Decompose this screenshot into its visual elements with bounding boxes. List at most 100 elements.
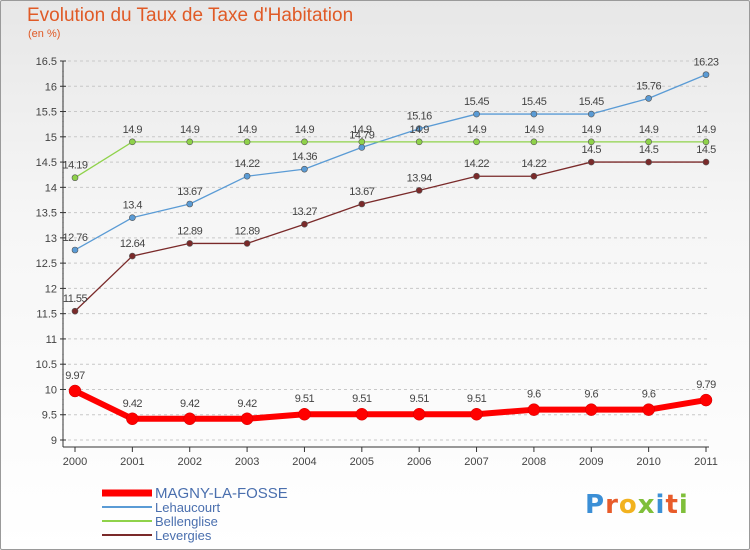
- data-point: [473, 138, 480, 146]
- data-point: [355, 407, 369, 421]
- data-point: [301, 165, 308, 173]
- x-tick-label: 2000: [63, 456, 87, 468]
- data-label: 9.42: [123, 398, 143, 410]
- data-point: [186, 200, 194, 208]
- unit-label: (en %): [28, 28, 61, 40]
- data-label: 14.9: [639, 124, 659, 136]
- data-label: 14.36: [292, 151, 317, 163]
- y-tick-label: 16: [45, 81, 57, 93]
- data-label: 9.79: [696, 379, 716, 391]
- data-label: 9.42: [237, 398, 257, 410]
- data-point: [243, 240, 251, 247]
- series-line-levergies: [74, 161, 706, 312]
- legend-label: Bellenglise: [155, 514, 218, 529]
- data-point: [129, 138, 136, 146]
- data-label: 9.6: [584, 389, 598, 401]
- data-point: [473, 110, 480, 118]
- y-tick-label: 12.5: [36, 258, 57, 270]
- data-point: [587, 158, 595, 166]
- data-label: 9.97: [65, 370, 85, 382]
- series-line-lehaucourt: [74, 74, 707, 251]
- data-point: [68, 384, 82, 398]
- legend-label: Levergies: [155, 528, 212, 543]
- data-point: [243, 172, 251, 180]
- series-line-magny-la-fosse: [73, 388, 707, 422]
- x-tick-label: 2011: [694, 456, 718, 468]
- y-tick-label: 10: [45, 384, 57, 396]
- data-point: [129, 252, 136, 260]
- proxiti-logo: Proxiti: [585, 490, 689, 520]
- data-label: 14.5: [639, 144, 659, 156]
- data-point: [243, 138, 251, 146]
- data-label: 9.6: [642, 389, 656, 401]
- x-tick-label: 2004: [292, 456, 316, 468]
- data-label: 14.9: [352, 124, 372, 136]
- y-tick-label: 10.5: [36, 359, 57, 371]
- data-point: [71, 246, 79, 254]
- series-line-bellenglise: [74, 141, 706, 179]
- data-label: 14.9: [237, 124, 257, 136]
- y-tick-label: 12: [45, 283, 57, 295]
- data-point: [71, 174, 79, 182]
- data-label: 15.16: [407, 111, 432, 123]
- data-label: 13.4: [123, 200, 143, 212]
- legend-label: Lehaucourt: [155, 500, 220, 515]
- data-label: 9.51: [352, 393, 372, 405]
- data-label: 14.22: [235, 158, 260, 170]
- data-label: 14.79: [349, 129, 374, 141]
- data-label: 9.42: [180, 398, 200, 410]
- data-point: [587, 110, 595, 118]
- data-label: 15.76: [636, 80, 661, 92]
- data-label: 9.6: [527, 389, 541, 401]
- legend-label: MAGNY-LA-FOSSE: [155, 485, 288, 502]
- data-point: [186, 138, 194, 146]
- data-label: 14.5: [582, 144, 602, 156]
- data-label: 15.45: [464, 96, 489, 108]
- y-tick-label: 16.5: [36, 56, 57, 68]
- x-tick-label: 2005: [350, 456, 374, 468]
- data-label: 11.55: [63, 293, 88, 305]
- data-label: 13.27: [292, 206, 317, 218]
- data-point: [415, 125, 423, 133]
- data-label: 9.51: [409, 393, 429, 405]
- data-point: [702, 158, 710, 166]
- data-label: 14.5: [696, 144, 716, 156]
- data-label: 14.9: [123, 124, 143, 136]
- data-point: [71, 307, 79, 315]
- data-point: [358, 144, 366, 151]
- data-point: [530, 110, 538, 118]
- y-tick-label: 11.5: [36, 309, 57, 321]
- y-tick-label: 14: [45, 182, 57, 194]
- data-point: [473, 172, 480, 180]
- y-tick-label: 13.5: [36, 208, 57, 220]
- data-point: [240, 412, 254, 426]
- chart-title: Evolution du Taux de Taxe d'Habitation: [27, 5, 354, 26]
- data-point: [183, 412, 196, 426]
- data-label: 14.22: [521, 158, 546, 170]
- data-point: [530, 172, 538, 180]
- data-point: [415, 187, 423, 194]
- x-tick-label: 2007: [464, 456, 488, 468]
- data-label: 16.23: [693, 57, 718, 69]
- data-point: [126, 412, 139, 426]
- data-point: [527, 403, 541, 416]
- data-label: 15.45: [521, 96, 546, 108]
- data-label: 14.22: [464, 158, 489, 170]
- data-point: [645, 138, 652, 146]
- data-label: 14.19: [62, 160, 87, 172]
- data-point: [129, 214, 136, 221]
- data-label: 13.67: [349, 186, 374, 198]
- y-tick-label: 15.5: [36, 107, 57, 119]
- data-point: [298, 407, 311, 421]
- data-label: 12.89: [235, 225, 260, 237]
- data-point: [645, 158, 652, 166]
- data-label: 13.94: [407, 172, 432, 184]
- data-label: 12.64: [120, 238, 145, 250]
- x-tick-label: 2001: [120, 456, 144, 468]
- data-label: 9.51: [295, 393, 315, 405]
- x-tick-label: 2003: [235, 456, 259, 468]
- y-tick-label: 9: [51, 435, 57, 447]
- data-point: [585, 403, 598, 416]
